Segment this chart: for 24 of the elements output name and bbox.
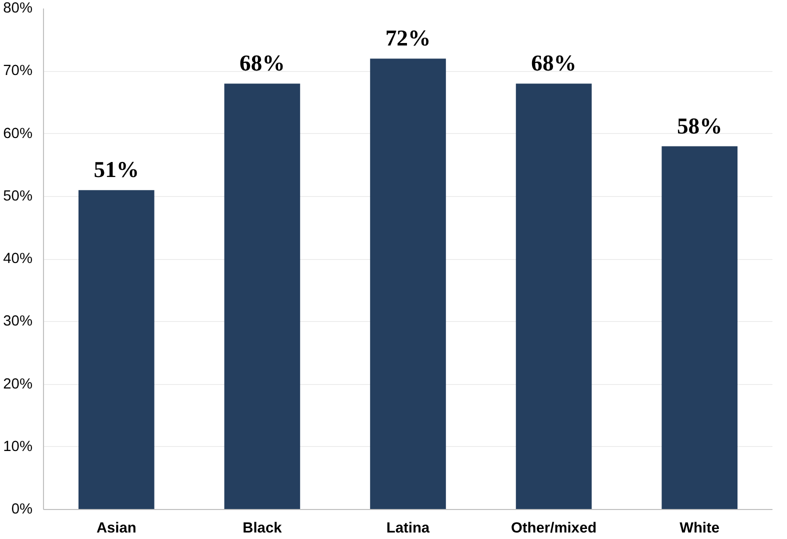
- bar: [662, 146, 738, 510]
- x-tick-label: Black: [242, 520, 283, 536]
- y-tick-label: 30%: [3, 314, 33, 330]
- y-tick-label: 10%: [3, 438, 33, 455]
- data-label: 58%: [676, 113, 722, 138]
- bar: [224, 84, 300, 510]
- bar: [78, 190, 154, 510]
- data-label: 72%: [385, 26, 431, 51]
- y-tick-label: 40%: [3, 251, 33, 267]
- y-tick-label: 80%: [3, 0, 33, 16]
- bar: [370, 58, 446, 510]
- y-tick-label: 50%: [3, 188, 33, 204]
- y-tick-label: 20%: [3, 376, 33, 392]
- data-label: 51%: [94, 157, 140, 182]
- bar: [516, 84, 592, 510]
- x-tick-label: Latina: [386, 520, 430, 536]
- y-tick-label: 0%: [11, 502, 33, 518]
- x-tick-label: Other/mixed: [511, 520, 597, 536]
- x-tick-label: White: [680, 520, 720, 536]
- x-tick-label: Asian: [96, 520, 136, 536]
- y-tick-label: 60%: [3, 126, 33, 142]
- data-label: 68%: [240, 50, 285, 76]
- data-label: 68%: [531, 50, 576, 76]
- y-tick-label: 70%: [3, 63, 33, 80]
